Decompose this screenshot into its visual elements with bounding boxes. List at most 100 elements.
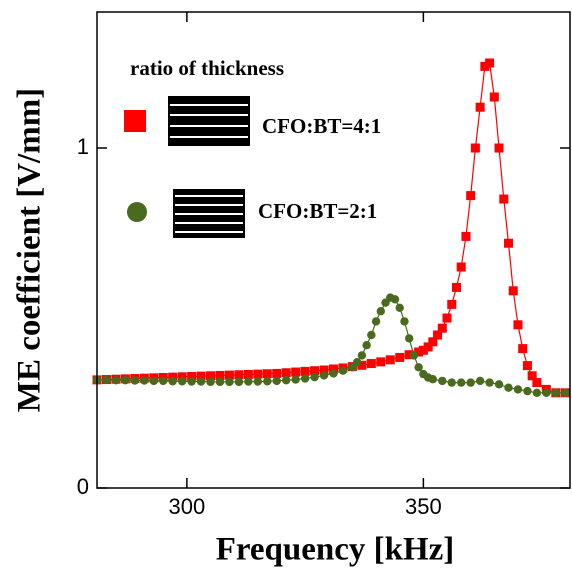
data-point [437,323,447,333]
data-point [140,376,149,385]
data-point [310,372,319,382]
data-point [527,371,537,381]
data-point [475,376,485,386]
data-point [187,377,196,386]
data-point [385,355,395,365]
data-point [253,369,263,379]
data-point [215,370,225,380]
plot-area [92,58,570,398]
data-point [225,377,234,387]
data-point [414,347,424,357]
data-point [404,334,414,343]
data-point [480,61,490,71]
data-point [111,376,121,385]
data-point [428,375,438,384]
data-point [395,303,404,312]
data-point [243,369,253,379]
data-point [376,357,386,367]
x-axis-label: Frequency [kHz] [216,532,455,568]
legend-marker [124,110,146,132]
data-point [291,375,300,384]
legend-title: ratio of thickness [130,56,284,80]
data-point [466,378,475,387]
data-point [272,376,281,386]
plot-frame [96,11,571,489]
data-point [470,143,480,153]
data-point [319,371,329,380]
legend-marker [127,202,147,222]
data-point [447,299,457,309]
data-point [489,92,499,102]
data-point [357,360,367,370]
data-point [262,369,272,379]
data-point [338,366,348,375]
data-point [263,377,272,386]
legend-label: CFO:BT=4:1 [262,114,381,138]
data-point [442,313,452,323]
data-point [523,386,532,396]
data-point [485,58,495,68]
data-point [423,342,433,352]
data-point [508,286,518,296]
data-point [409,351,419,360]
x-tick-label: 350 [405,494,442,519]
data-point [357,351,367,360]
y-axis-label: ME coefficient [V/mm] [12,88,48,412]
data-point [456,262,466,272]
data-point [418,345,428,355]
data-point [551,388,561,397]
layer-icon [173,189,245,238]
data-point [149,376,158,386]
series-line [96,61,566,394]
data-point [395,352,405,362]
data-point [187,371,197,381]
data-point [371,317,381,326]
data-point [494,143,504,153]
data-point [376,307,385,316]
data-point [513,385,523,394]
data-point [513,320,523,330]
data-point [352,358,362,367]
data-point [282,376,291,385]
legend: ratio of thickness [130,56,284,238]
x-tick-label: 300 [169,494,206,519]
layer-icon [168,96,250,146]
data-point [244,377,253,386]
data-point [499,194,509,204]
y-tick-label: 0 [77,474,89,499]
data-point [329,369,338,378]
data-point [494,380,504,389]
data-point [362,341,371,350]
data-point [310,366,320,376]
data-point [428,337,438,347]
data-point [504,383,513,392]
data-point [177,372,187,382]
data-point [159,376,168,386]
data-point [102,375,111,385]
data-point [475,102,485,112]
data-point [196,377,206,386]
data-point [281,368,291,378]
data-point [466,191,476,201]
data-point [522,361,532,371]
legend-label: CFO:BT=2:1 [258,199,377,223]
data-point [414,363,423,372]
data-point [196,371,206,381]
data-point [224,370,234,380]
data-point [438,376,447,386]
data-point [461,231,471,241]
data-point [404,350,414,360]
data-point [319,365,329,375]
data-point [366,359,376,369]
data-point [206,371,216,381]
data-point [177,377,187,386]
data-point [367,330,376,340]
data-point [291,367,301,377]
data-point [253,377,263,386]
data-point [390,295,400,304]
data-point [130,376,140,385]
data-point [215,377,225,387]
data-point [329,364,338,374]
data-point [433,330,443,340]
data-point [272,368,282,378]
